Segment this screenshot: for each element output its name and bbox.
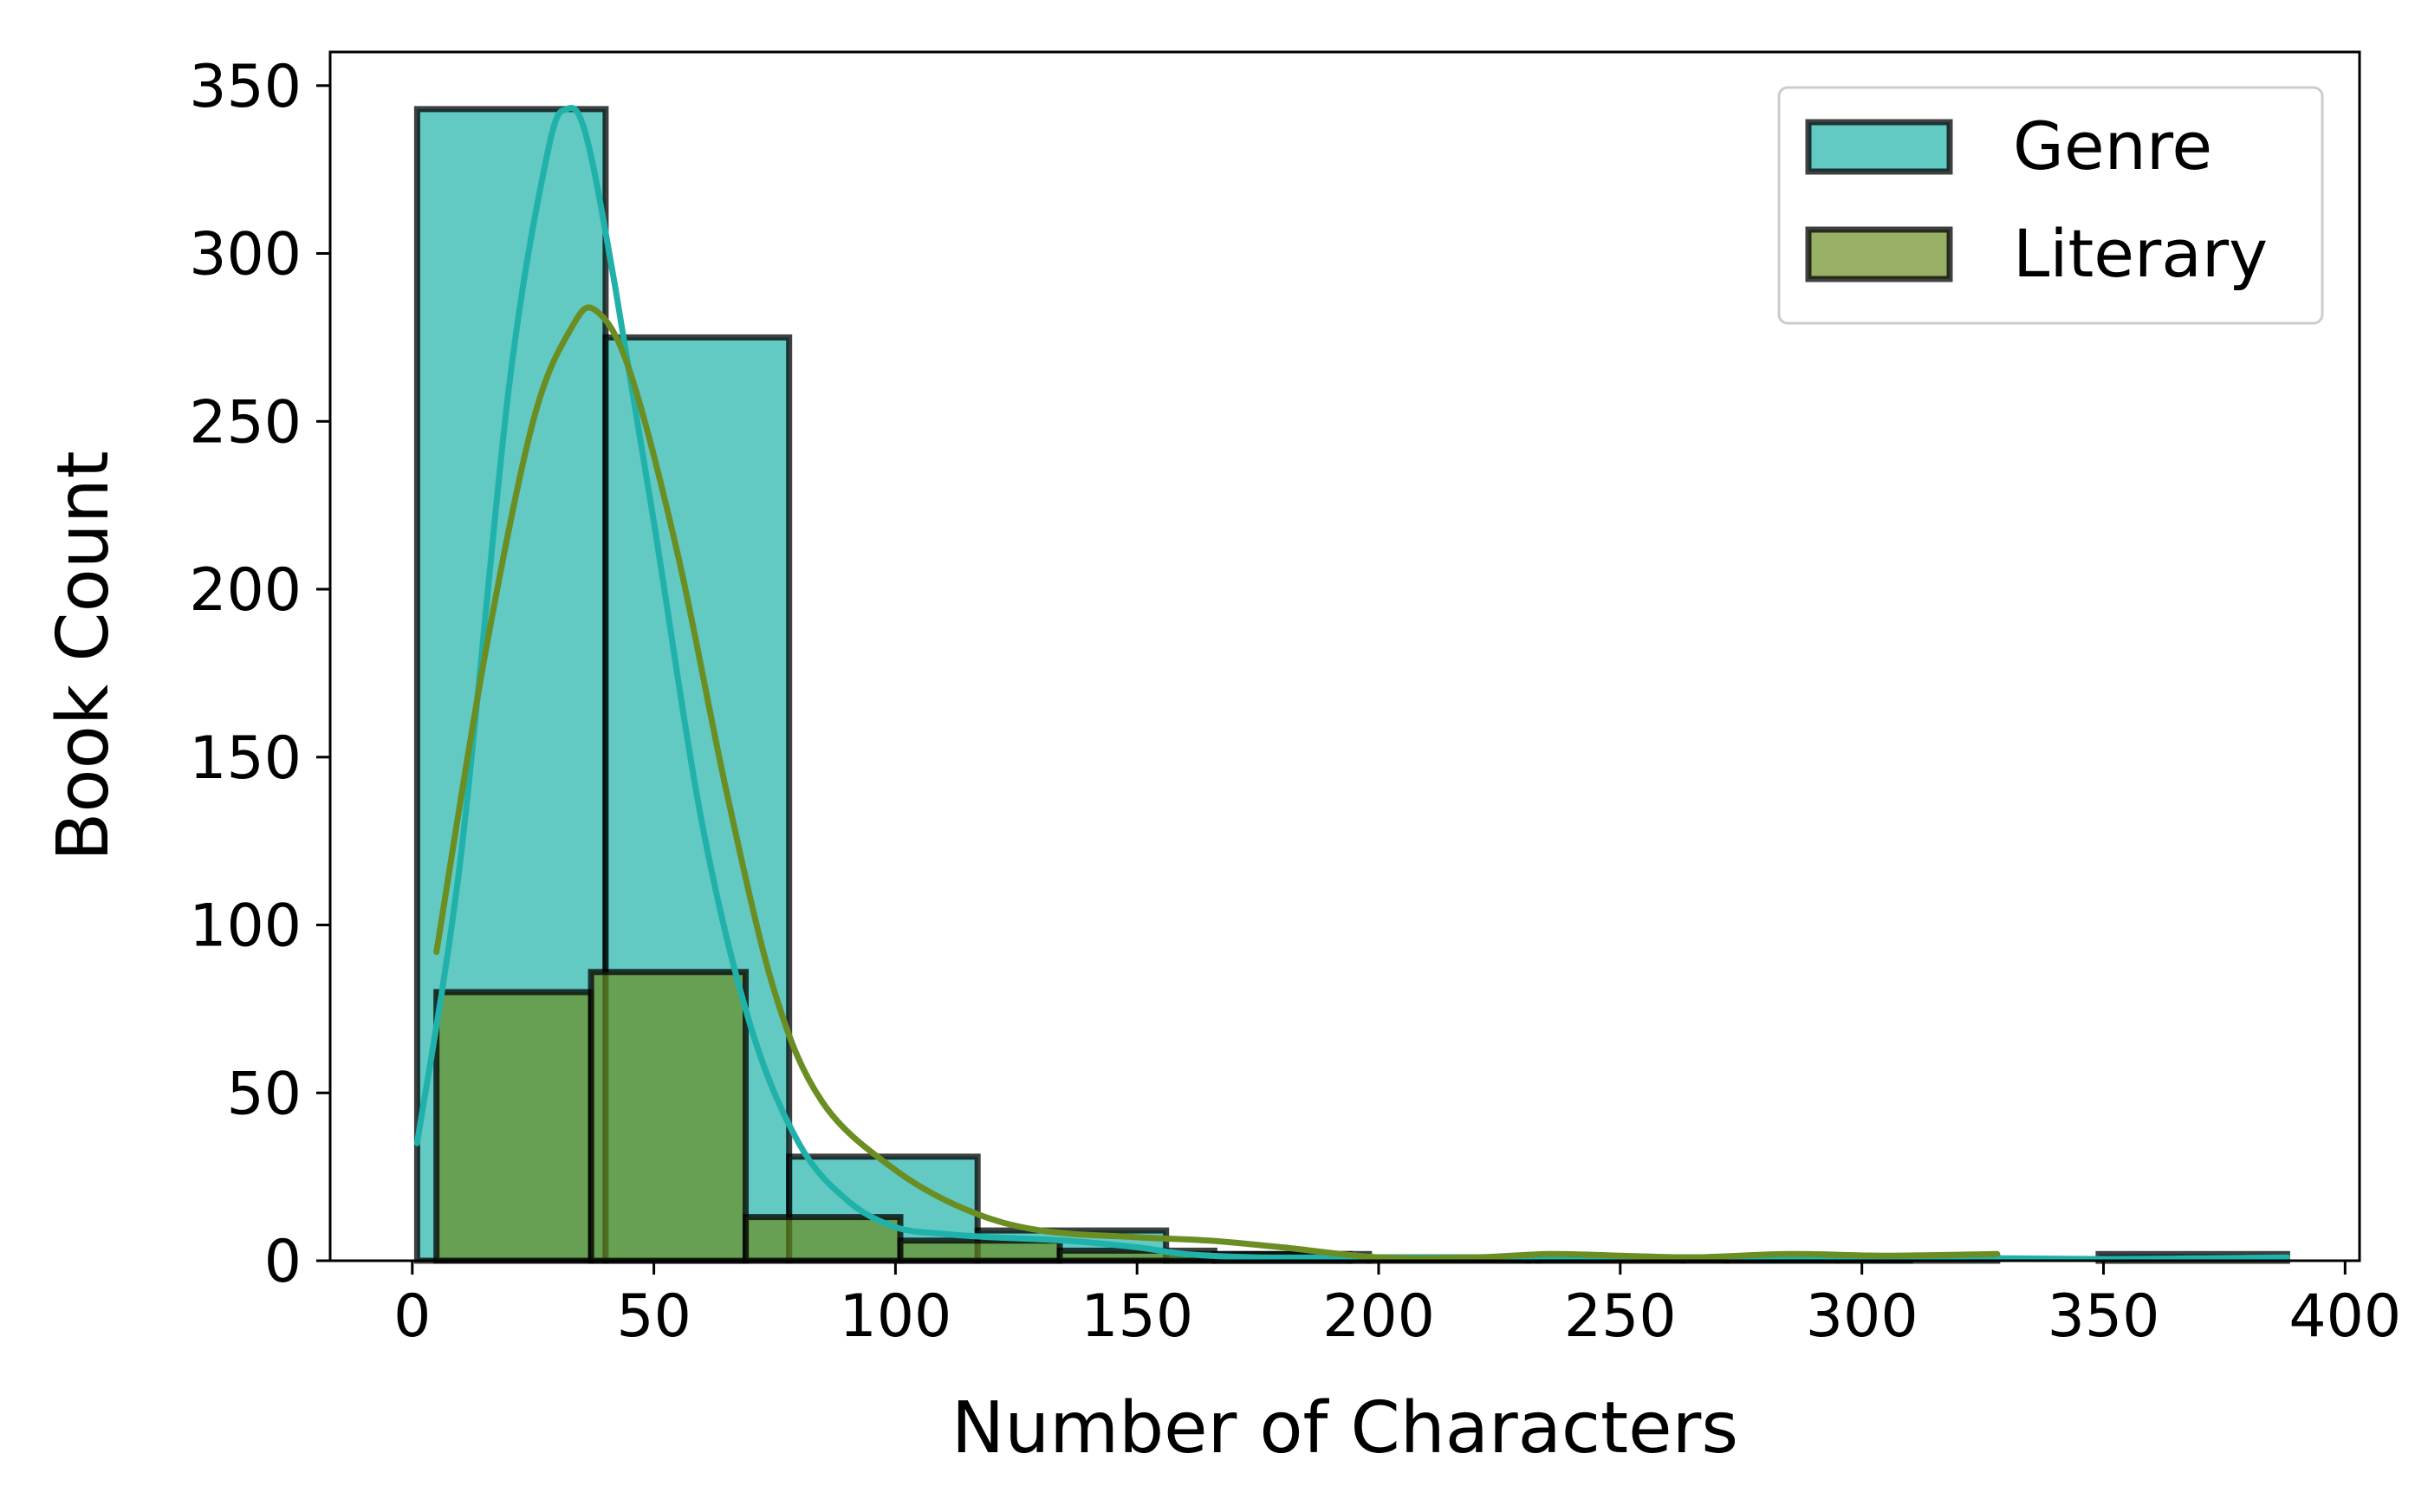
x-axis-title: Number of Characters <box>951 1387 1738 1470</box>
plot-frame <box>328 50 2361 1262</box>
legend-label-literary: Literary <box>2013 215 2268 292</box>
kde-curves <box>413 105 2290 1262</box>
y-axis-title: Book Count <box>42 451 125 861</box>
y-tick-label: 50 <box>226 1060 302 1128</box>
x-tick-label: 250 <box>1564 1282 1677 1351</box>
bar-literary <box>588 969 749 1264</box>
y-tick-label: 250 <box>189 388 302 457</box>
x-tick-label: 150 <box>1081 1282 1193 1351</box>
x-tick-label: 0 <box>393 1282 431 1351</box>
y-tick-label: 300 <box>189 221 302 289</box>
axis-ticks: 0 50 100 150 200 250 300 350 400 0 50 100 150 200 250 3… <box>189 53 2401 1351</box>
x-tick-label: 50 <box>616 1282 691 1351</box>
y-tick-label: 100 <box>189 892 302 961</box>
y-tick-label: 0 <box>264 1228 302 1296</box>
y-tick-label: 350 <box>189 53 302 121</box>
legend-label-genre: Genre <box>2013 107 2212 185</box>
y-tick-label: 200 <box>189 556 302 625</box>
legend-swatch-literary <box>1805 226 1953 282</box>
x-tick-label: 100 <box>840 1282 952 1351</box>
x-tick-label: 350 <box>2048 1282 2160 1351</box>
y-tick-label: 150 <box>189 724 302 793</box>
x-tick-label: 400 <box>2288 1282 2401 1351</box>
legend-swatch-genre <box>1805 119 1953 175</box>
bar-literary <box>743 1214 904 1264</box>
kde-line-literary <box>433 304 2001 1262</box>
x-tick-label: 300 <box>1806 1282 1918 1351</box>
legend: Genre Literary <box>1777 86 2324 325</box>
x-tick-label: 200 <box>1322 1282 1435 1351</box>
bar-literary <box>433 989 594 1264</box>
bar-literary <box>897 1237 1063 1264</box>
